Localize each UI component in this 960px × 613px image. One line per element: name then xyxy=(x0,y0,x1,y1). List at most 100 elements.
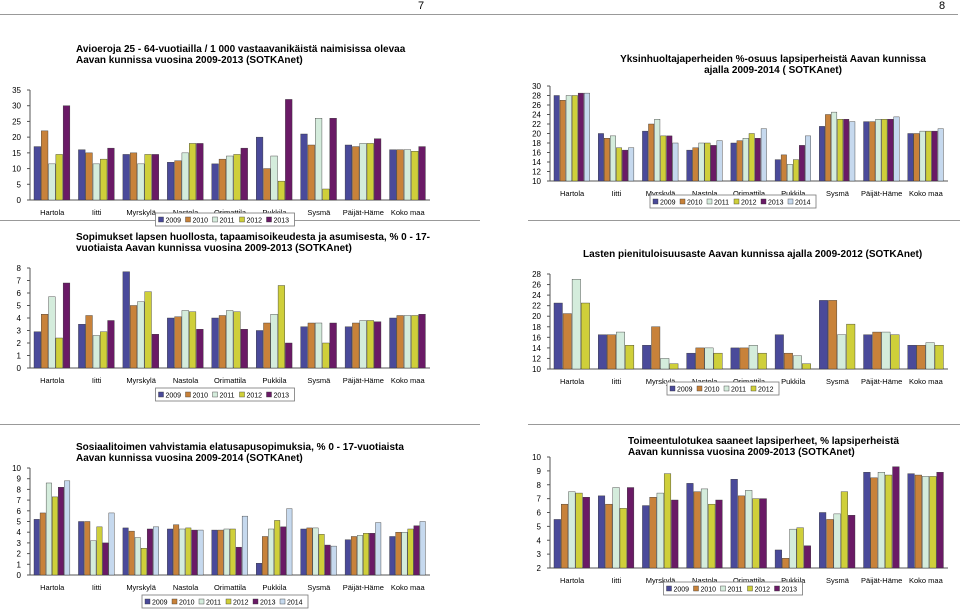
bar-sysma-2011 xyxy=(315,322,323,369)
bar-myrskyla-2010 xyxy=(129,305,138,369)
bar-paijat-hame-2012 xyxy=(890,334,900,370)
y-tick-label: 15 xyxy=(12,149,21,158)
bar-myrskyla-2009 xyxy=(122,271,130,369)
bar-koko-maa-2012 xyxy=(934,345,944,370)
legend-label-2013: 2013 xyxy=(274,218,290,225)
bar-hartola-2009 xyxy=(33,331,41,369)
legend-label-2013: 2013 xyxy=(260,600,276,607)
bar-paijat-hame-2009 xyxy=(344,539,351,576)
y-tick-label: 6 xyxy=(537,509,542,518)
bar-iitti-2010 xyxy=(605,503,613,569)
bar-hartola-2011 xyxy=(571,279,581,370)
x-tick-label-pukkila: Pukkila xyxy=(262,583,287,592)
bar-nastola-2011 xyxy=(700,488,709,569)
bar-paijat-hame-2010 xyxy=(352,322,360,369)
legend-swatch-2013 xyxy=(760,198,767,205)
legend-swatch-2011 xyxy=(212,216,218,223)
legend-label-2012: 2012 xyxy=(755,587,771,594)
bar-iitti-2013 xyxy=(102,542,109,576)
y-tick-label: 0 xyxy=(17,196,22,205)
bar-myrskyla-2009 xyxy=(122,527,129,576)
chart-panel: Sopimukset lapsen huollosta, tapaamisoik… xyxy=(0,228,480,424)
chart-panel: Lasten pienituloisuusaste Aavan kunnissa… xyxy=(528,228,960,424)
x-tick-label-sysma: Sysmä xyxy=(307,208,331,217)
x-tick-label-hartola: Hartola xyxy=(560,377,585,386)
bar-paijat-hame-2010 xyxy=(870,477,878,569)
x-tick-label-koko-maa: Koko maa xyxy=(909,189,944,198)
bar-nastola-2010 xyxy=(174,316,182,369)
bar-pukkila-2012 xyxy=(796,527,804,569)
bar-orimattila-2013 xyxy=(754,138,761,182)
bar-orimattila-2012 xyxy=(752,498,760,569)
y-tick-label: 4 xyxy=(537,536,542,545)
legend-label-2009: 2009 xyxy=(674,587,690,594)
bar-paijat-hame-2012 xyxy=(885,474,893,569)
bar-hartola-2013 xyxy=(62,282,71,369)
bar-orimattila-2012 xyxy=(757,352,767,370)
legend-swatch-2014 xyxy=(787,198,794,205)
bar-hartola-2011 xyxy=(48,163,56,201)
bar-myrskyla-2013 xyxy=(151,154,159,201)
y-tick-label: 22 xyxy=(532,302,541,311)
bar-orimattila-2010 xyxy=(739,347,749,370)
x-tick-label-koko-maa: Koko maa xyxy=(391,208,426,217)
bar-pukkila-2010 xyxy=(262,536,268,576)
bar-paijat-hame-2014 xyxy=(375,522,382,576)
bar-iitti-2010 xyxy=(85,315,93,369)
bar-hartola-2012 xyxy=(52,496,58,576)
legend-swatch-2010 xyxy=(171,598,178,605)
bar-sysma-2009 xyxy=(819,126,825,182)
bar-paijat-hame-2009 xyxy=(344,326,353,369)
y-tick-label: 5 xyxy=(17,180,22,189)
bar-iitti-2011 xyxy=(92,163,100,201)
bar-orimattila-2013 xyxy=(240,147,248,201)
y-tick-label: 8 xyxy=(17,485,22,494)
x-tick-label-nastola: Nastola xyxy=(173,208,199,217)
bar-iitti-2010 xyxy=(607,334,616,370)
bar-nastola-2012 xyxy=(708,503,716,569)
bar-iitti-2011 xyxy=(616,331,625,370)
legend-label-2009: 2009 xyxy=(660,200,676,207)
y-tick-label: 10 xyxy=(12,464,21,473)
bar-nastola-2013 xyxy=(191,529,198,576)
x-tick-label-sysma: Sysmä xyxy=(826,189,850,198)
bar-paijat-hame-2011 xyxy=(881,331,891,370)
bar-nastola-2013 xyxy=(196,329,204,369)
bar-nastola-2011 xyxy=(179,528,186,576)
bar-myrskyla-2012 xyxy=(663,473,672,569)
y-tick-label: 1 xyxy=(17,352,22,361)
bar-paijat-hame-2011 xyxy=(875,119,882,182)
y-tick-label: 7 xyxy=(17,496,22,505)
y-tick-label: 9 xyxy=(17,475,22,484)
x-tick-label-myrskyla: Myrskylä xyxy=(126,376,156,385)
y-tick-label: 5 xyxy=(17,302,22,311)
x-tick-label-pukkila: Pukkila xyxy=(781,189,806,198)
x-tick-label-hartola: Hartola xyxy=(40,376,65,385)
legend-label-2011: 2011 xyxy=(728,587,743,594)
y-tick-label: 20 xyxy=(12,133,21,142)
x-tick-label-nastola: Nastola xyxy=(692,377,718,386)
x-tick-label-myrskyla: Myrskylä xyxy=(646,189,676,198)
bar-koko-maa-2011 xyxy=(922,476,930,569)
legend-box xyxy=(155,387,295,402)
bar-koko-maa-2011 xyxy=(925,342,935,370)
bar-pukkila-2010 xyxy=(782,558,790,569)
bar-iitti-2011 xyxy=(92,335,100,369)
bar-koko-maa-2010 xyxy=(914,474,922,569)
legend-label-2009: 2009 xyxy=(152,600,168,607)
chart-title: Yksinhuoltajaperheiden %-osuus lapsiperh… xyxy=(620,54,926,76)
legend-label-2010: 2010 xyxy=(687,200,703,207)
bar-iitti-2009 xyxy=(598,495,606,569)
chart-panel: Yksinhuoltajaperheiden %-osuus lapsiperh… xyxy=(528,40,960,215)
bar-sysma-2010 xyxy=(825,114,832,182)
y-tick-label: 35 xyxy=(12,86,21,95)
bar-koko-maa-2009 xyxy=(907,345,917,370)
bar-paijat-hame-2014 xyxy=(893,116,900,182)
bar-hartola-2012 xyxy=(55,154,63,201)
legend-swatch-2009 xyxy=(666,585,672,592)
bar-nastola-2014 xyxy=(716,140,723,182)
x-tick-label-sysma: Sysmä xyxy=(826,576,850,585)
legend-swatch-2012 xyxy=(239,216,245,223)
bar-pukkila-2012 xyxy=(793,159,799,182)
bar-hartola-2010 xyxy=(561,503,569,569)
